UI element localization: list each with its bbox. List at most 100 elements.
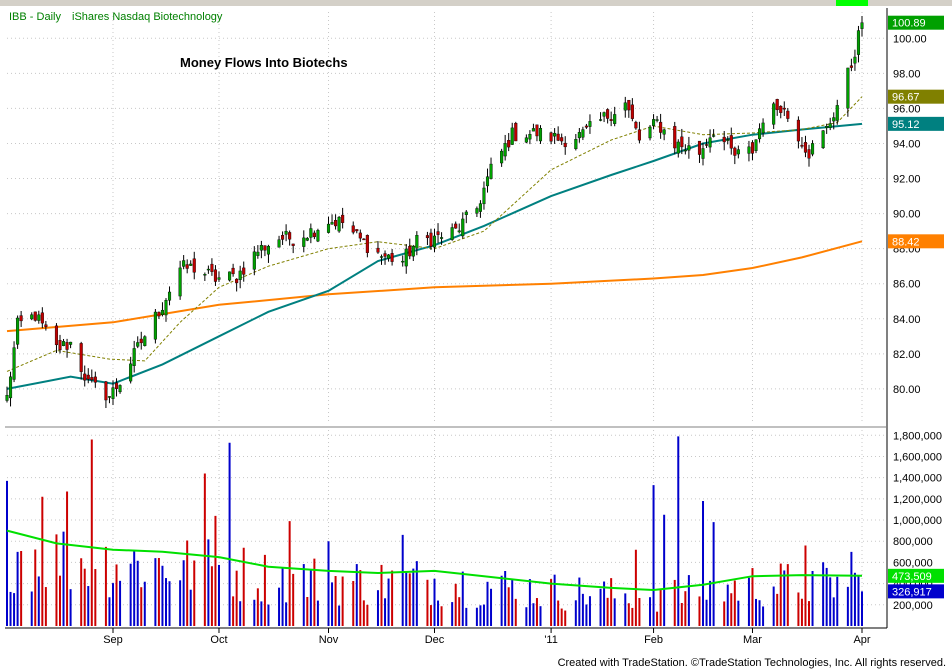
price-bar[interactable] [185,264,189,269]
price-bar[interactable] [584,125,588,128]
price-bar[interactable] [16,317,20,345]
price-bar[interactable] [673,126,677,149]
price-bar[interactable] [129,363,133,382]
price-bar[interactable] [86,374,90,380]
price-bar[interactable] [524,137,528,143]
price-bar[interactable] [358,232,362,239]
price-bar[interactable] [687,145,691,151]
price-bar[interactable] [408,246,412,257]
price-bar[interactable] [560,137,564,142]
price-bar[interactable] [849,65,853,68]
price-bar[interactable] [79,343,83,372]
price-bar[interactable] [390,253,394,262]
price-bar[interactable] [786,110,790,119]
volume-bars[interactable] [6,436,863,626]
price-bar[interactable] [40,312,44,324]
price-bar[interactable] [761,122,765,134]
price-bar[interactable] [111,387,115,399]
price-bar[interactable] [701,148,705,159]
price-bar[interactable] [429,232,433,247]
price-bar[interactable] [30,314,34,320]
price-bar[interactable] [655,119,659,121]
price-bar[interactable] [599,119,603,121]
price-bar[interactable] [312,232,316,238]
price-bar[interactable] [708,137,712,148]
price-bar[interactable] [118,385,122,393]
price-bar[interactable] [581,129,585,138]
price-bar[interactable] [157,311,161,317]
price-bar[interactable] [602,112,606,117]
price-bar[interactable] [482,187,486,205]
price-bar[interactable] [316,230,320,242]
price-bar[interactable] [93,376,97,383]
price-bar[interactable] [531,128,535,132]
price-bar[interactable] [281,235,285,240]
price-bars[interactable] [5,16,864,409]
price-bar[interactable] [860,22,864,29]
price-bar[interactable] [662,129,666,135]
price-bar[interactable] [330,222,334,225]
price-bar[interactable] [556,133,560,141]
price-bar[interactable] [379,256,384,258]
price-bar[interactable] [33,311,37,321]
price-bar[interactable] [697,140,702,155]
price-bar[interactable] [606,109,610,119]
price-bar[interactable] [726,139,730,141]
price-bar[interactable] [757,128,762,140]
price-bar[interactable] [538,128,543,142]
price-bar[interactable] [772,103,776,125]
price-bar[interactable] [192,258,196,273]
price-bar[interactable] [782,107,786,110]
price-bar[interactable] [291,243,295,246]
price-bar[interactable] [284,230,288,235]
price-bar[interactable] [478,203,482,212]
price-bar[interactable] [362,238,366,241]
price-bar[interactable] [733,147,737,156]
price-bar[interactable] [355,229,359,232]
price-bar[interactable] [334,220,338,227]
price-bar[interactable] [810,143,815,155]
price-bar[interactable] [164,300,168,316]
price-bar[interactable] [634,121,638,129]
price-bar[interactable] [637,129,641,141]
price-bar[interactable] [387,254,391,259]
price-bar[interactable] [577,132,581,139]
price-bar[interactable] [705,144,709,146]
price-bar[interactable] [712,135,716,137]
price-bar[interactable] [489,163,493,179]
price-bar[interactable] [217,277,221,280]
price-bar[interactable] [648,126,652,139]
price-bar[interactable] [503,143,507,157]
price-bar[interactable] [807,149,811,159]
price-bar[interactable] [5,395,9,401]
price-bar[interactable] [775,99,779,111]
price-bar[interactable] [659,121,663,133]
price-bar[interactable] [754,139,758,151]
price-bar[interactable] [305,238,309,241]
price-bar[interactable] [203,274,207,276]
price-bar[interactable] [143,336,147,346]
price-bar[interactable] [588,121,592,127]
price-bar[interactable] [83,373,87,381]
price-bar[interactable] [485,176,490,187]
price-bar[interactable] [252,251,256,270]
price-bar[interactable] [750,142,755,154]
price-bar[interactable] [828,123,832,128]
price-bar[interactable] [535,124,539,137]
price-bar[interactable] [846,67,850,109]
price-bar[interactable] [432,235,437,248]
price-bar[interactable] [401,260,405,263]
price-bar[interactable] [722,136,726,143]
price-bar[interactable] [454,223,458,229]
price-bar[interactable] [69,341,73,345]
price-bar[interactable] [676,141,680,154]
price-bar[interactable] [61,341,66,347]
price-bar[interactable] [263,245,267,251]
price-bar[interactable] [178,267,182,297]
price-bar[interactable] [450,227,454,240]
price-bar[interactable] [167,291,172,301]
price-bar[interactable] [779,105,783,113]
price-bar[interactable] [549,132,553,142]
price-bar[interactable] [160,309,164,315]
price-bar[interactable] [302,237,306,247]
